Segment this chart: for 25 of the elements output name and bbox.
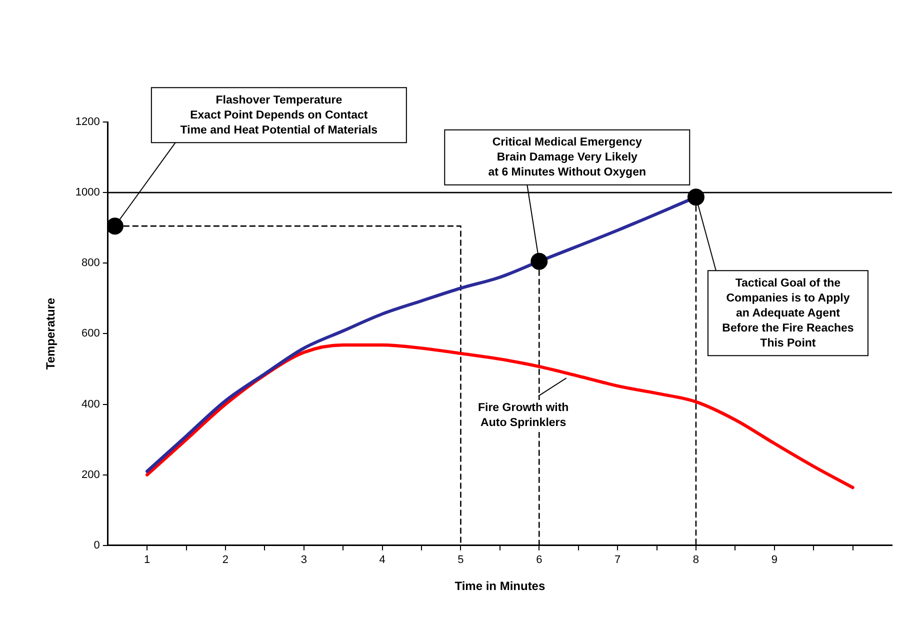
point — [108, 218, 124, 235]
x-axis-title: Time in Minutes — [454, 579, 546, 594]
x-tick-label: 3 — [300, 554, 307, 566]
x-tick-label: 2 — [222, 554, 229, 566]
point — [687, 188, 704, 206]
y-axis-title: Temperature — [44, 297, 58, 370]
y-tick-label: 0 — [94, 539, 100, 552]
x-tick-label: 4 — [379, 554, 386, 566]
y-tick-label: 200 — [82, 468, 100, 481]
x-tick-label: 8 — [692, 554, 700, 566]
y-tick-label: 400 — [82, 398, 100, 410]
y-tick-label: 1200 — [75, 116, 100, 128]
y-tick-label: 800 — [82, 257, 100, 270]
x-tick-label: 5 — [458, 554, 464, 566]
point — [530, 252, 548, 270]
text: Fire Growth with Auto Sprinklers — [478, 402, 569, 430]
annotation: Tactical Goal of the Companies is to Apply an Adequate Agent Before the Fire Reaches This Point — [722, 277, 854, 350]
x-tick-label: 1 — [144, 554, 150, 566]
x-tick-label: 7 — [614, 554, 621, 566]
y-tick-label: 1000 — [75, 186, 100, 199]
y-tick-label: 600 — [82, 328, 100, 340]
annotation: Flashover Temperature Exact Point Depends on Contact Time and Heat Potential of Materials — [180, 94, 378, 136]
annotation: Critical Medical Emergency Brain Damage Very Likely at 6 Minutes Without Oxygen — [488, 136, 646, 179]
x-tick-label: 6 — [536, 554, 542, 566]
x-tick-label: 9 — [771, 554, 778, 566]
